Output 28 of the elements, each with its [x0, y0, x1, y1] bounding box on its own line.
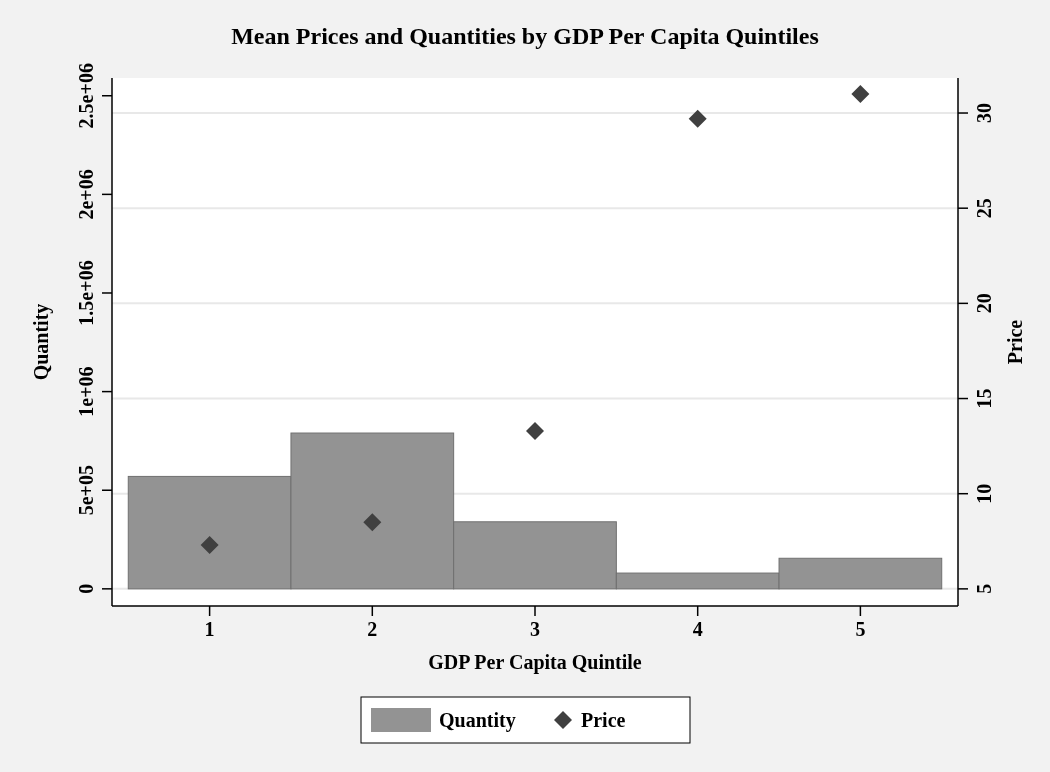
y-tick-label: 5e+05	[75, 465, 97, 516]
point	[851, 84, 870, 103]
legend-label: Price	[581, 709, 626, 731]
x-axis-title: GDP Per Capita Quintile	[428, 651, 642, 674]
point	[200, 536, 219, 555]
point	[363, 513, 382, 532]
chart-title: Mean Prices and Quantities by GDP Per Capita Quintiles	[231, 23, 819, 49]
point	[526, 421, 544, 440]
y2-tick-label: 30	[973, 103, 995, 124]
y-tick-label: 2.5e+06	[75, 63, 97, 129]
y-axis-title: Quantity	[30, 303, 53, 381]
x-tick-label: 5	[855, 618, 866, 640]
x-tick-label: 3	[530, 618, 540, 640]
y2-tick-label: 10	[973, 483, 995, 504]
y2-tick-label: 20	[973, 293, 995, 314]
y-tick-label: 0	[75, 583, 97, 594]
y2-axis-title: Price	[1004, 319, 1026, 365]
x-tick-label: 1	[204, 618, 215, 640]
y2-tick-label: 5	[973, 583, 995, 594]
y2-tick-label: 25	[973, 198, 995, 219]
y-tick-label: 1.5e+06	[75, 260, 97, 326]
point	[688, 109, 707, 128]
y2-tick-label: 15	[973, 388, 995, 409]
x-tick-label: 4	[692, 618, 703, 640]
x-tick-label: 2	[367, 618, 378, 640]
legend-label: Quantity	[439, 709, 516, 732]
y-tick-label: 1e+06	[75, 366, 97, 417]
y-tick-label: 2e+06	[75, 169, 97, 220]
